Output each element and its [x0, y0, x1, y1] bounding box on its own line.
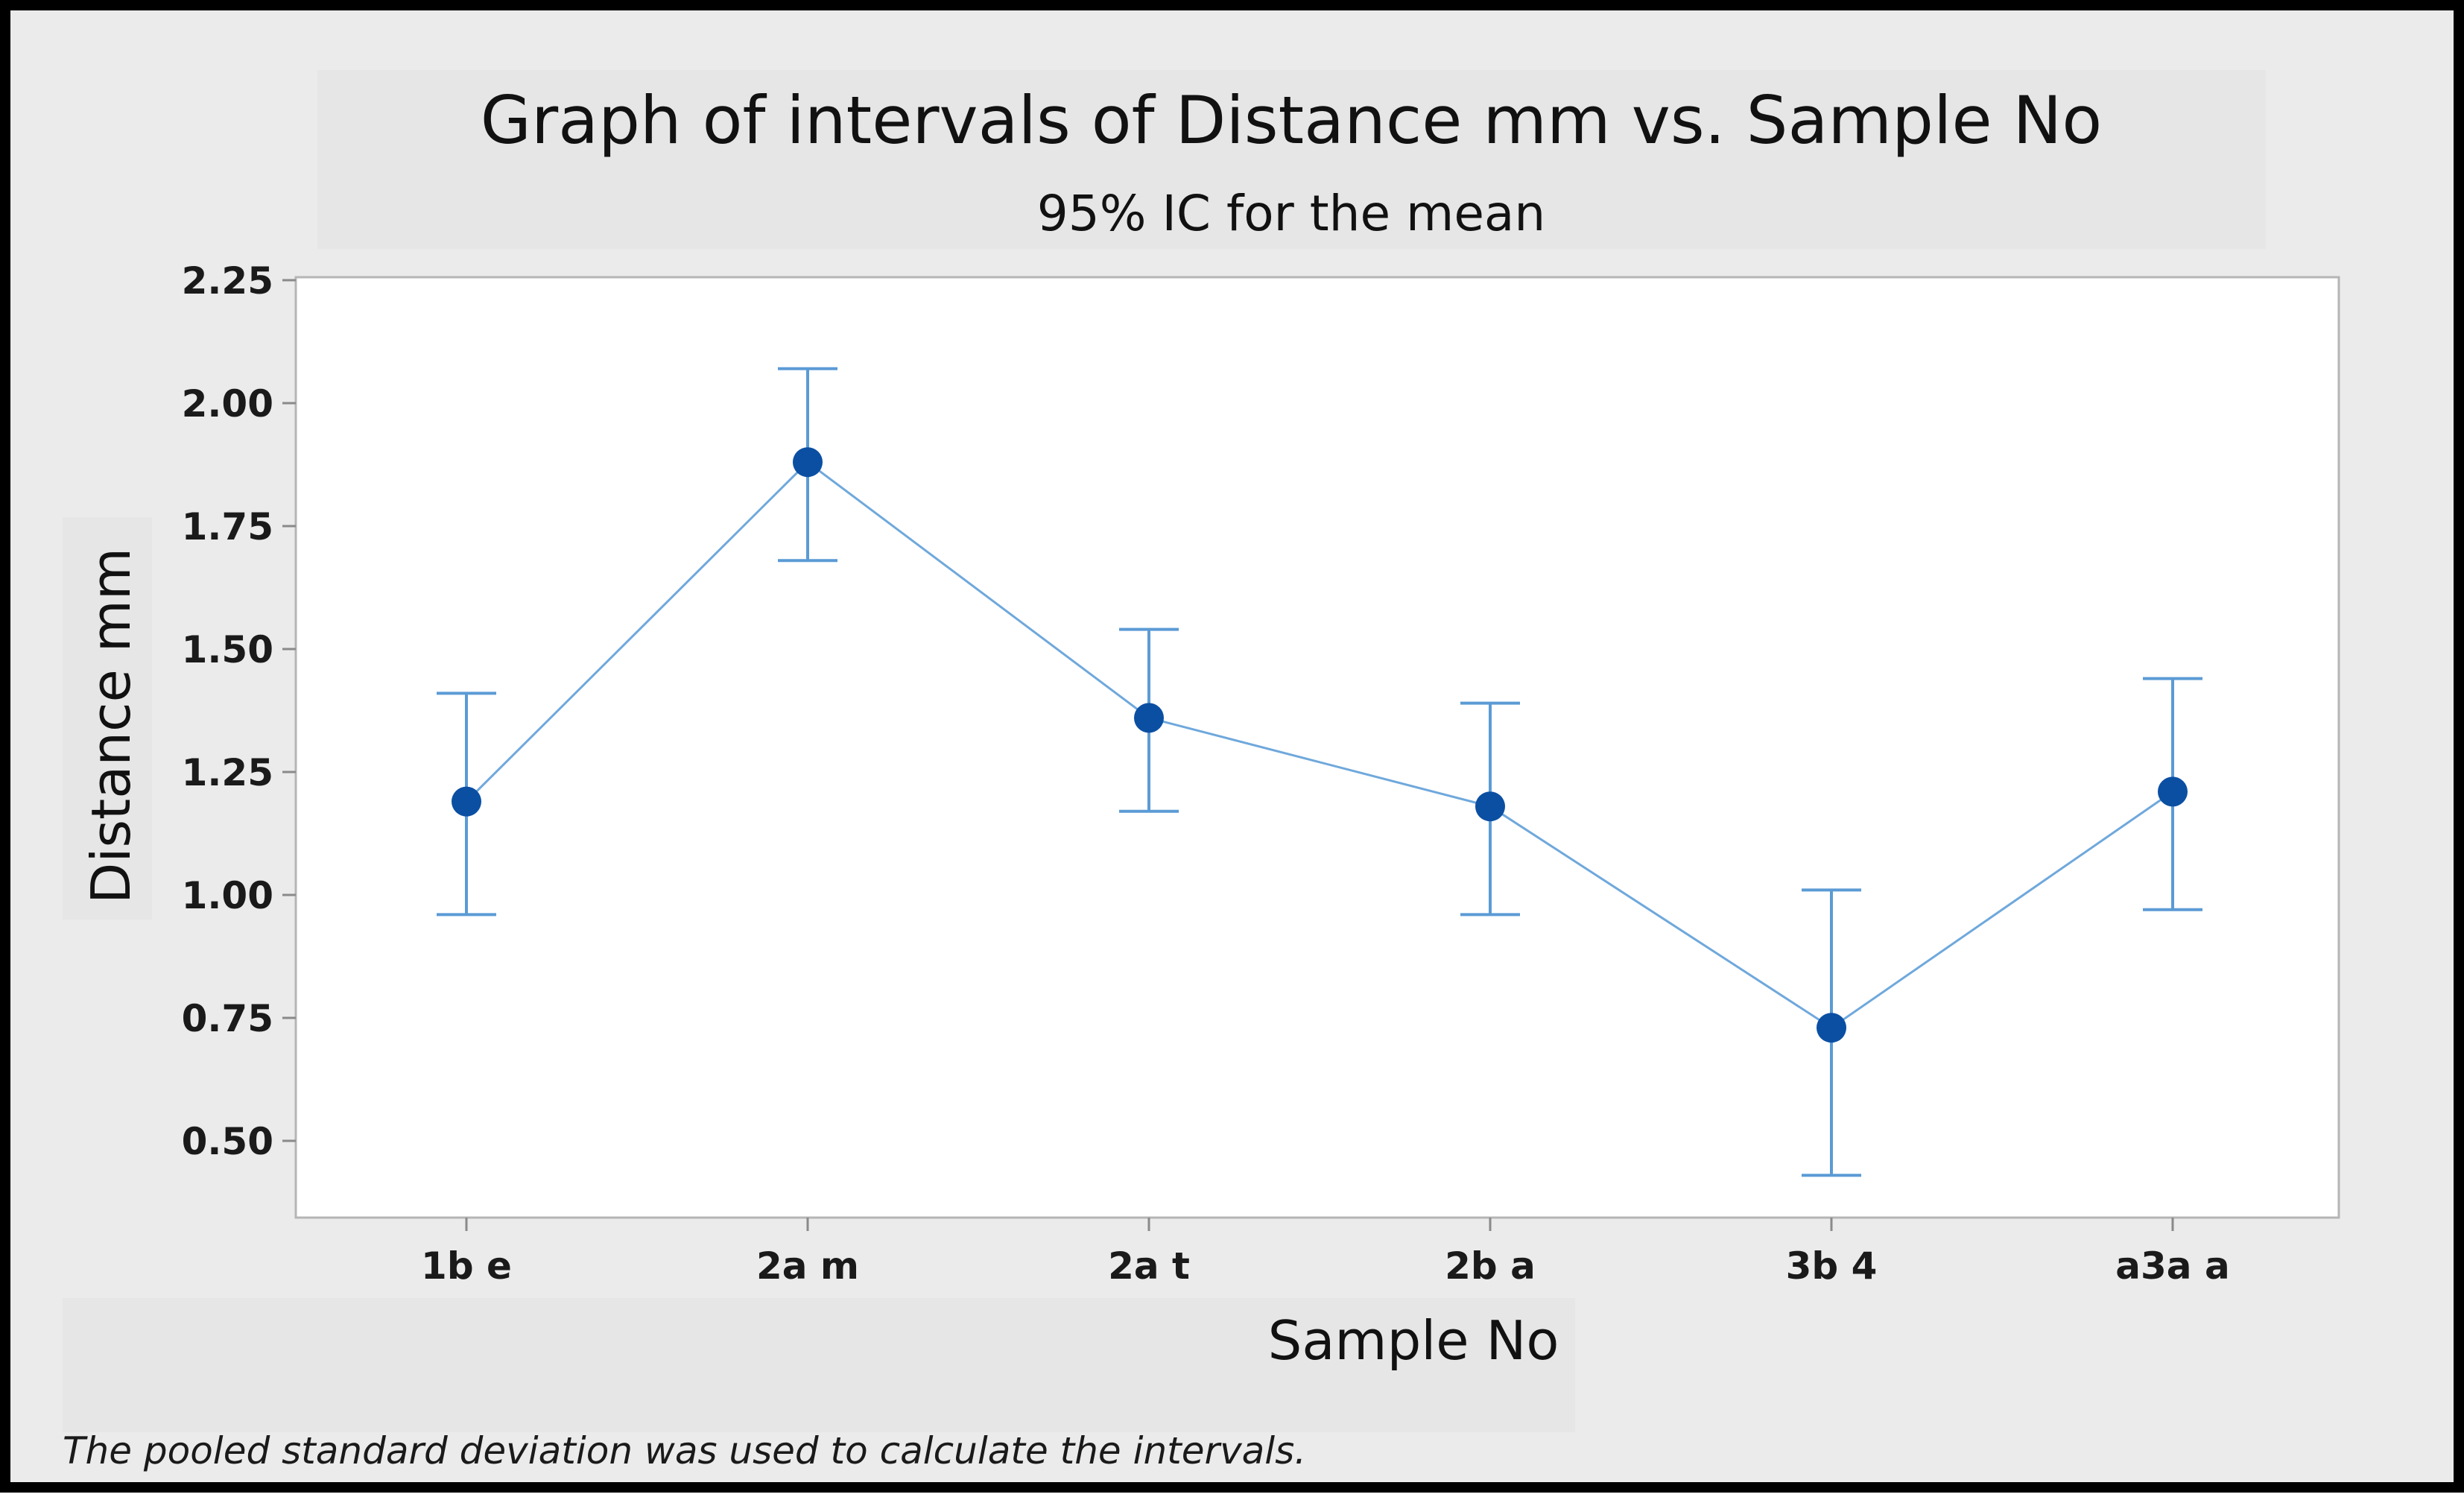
y-axis-label-band: [63, 517, 152, 920]
x-tick-label: 2b a: [1445, 1244, 1536, 1288]
mean-markers: [452, 447, 2188, 1043]
y-tick-label: 2.25: [182, 259, 273, 303]
x-axis-ticks: 1b e 2a m 2a t 2b a 3b 4 a3a a: [421, 1218, 2230, 1288]
x-tick-label: a3a a: [2115, 1244, 2229, 1288]
chart-title: Graph of intervals of Distance mm vs. Sa…: [481, 82, 2102, 159]
x-tick-label: 2a t: [1108, 1244, 1190, 1288]
x-tick-label: 2a m: [756, 1244, 859, 1288]
y-tick-label: 1.50: [182, 628, 273, 671]
y-tick-label: 1.25: [182, 751, 273, 794]
mean-marker: [793, 447, 823, 478]
interval-plot: Graph of intervals of Distance mm vs. Sa…: [63, 70, 2340, 1472]
chart-subtitle: 95% IC for the mean: [1037, 185, 1545, 242]
y-tick-label: 1.75: [182, 505, 273, 548]
mean-connecting-line: [465, 461, 2173, 1030]
y-tick-label: 1.00: [182, 874, 273, 917]
mean-marker: [1134, 703, 1164, 733]
y-axis-ticks: 0.50 0.75 1.00 1.25 1.50 1.75 2.00 2.25: [182, 259, 296, 1163]
x-tick-label: 1b e: [421, 1244, 512, 1288]
mean-marker: [1475, 791, 1505, 822]
y-tick-label: 2.00: [182, 382, 273, 425]
mean-line: [465, 461, 2173, 1030]
y-tick-label: 0.75: [182, 997, 273, 1040]
footnote: The pooled standard deviation was used t…: [63, 1429, 1306, 1472]
plot-area: [294, 276, 2340, 1219]
x-axis-label: Sample No: [1268, 1309, 1559, 1372]
title-band: [317, 70, 2266, 249]
mean-marker: [2158, 776, 2188, 807]
x-tick-label: 3b 4: [1786, 1244, 1878, 1288]
x-axis-label-band: [63, 1298, 1575, 1432]
mean-marker: [1817, 1013, 1846, 1043]
y-axis-label: Distance mm: [80, 548, 142, 904]
y-tick-label: 0.50: [182, 1120, 273, 1163]
mean-marker: [452, 786, 481, 817]
